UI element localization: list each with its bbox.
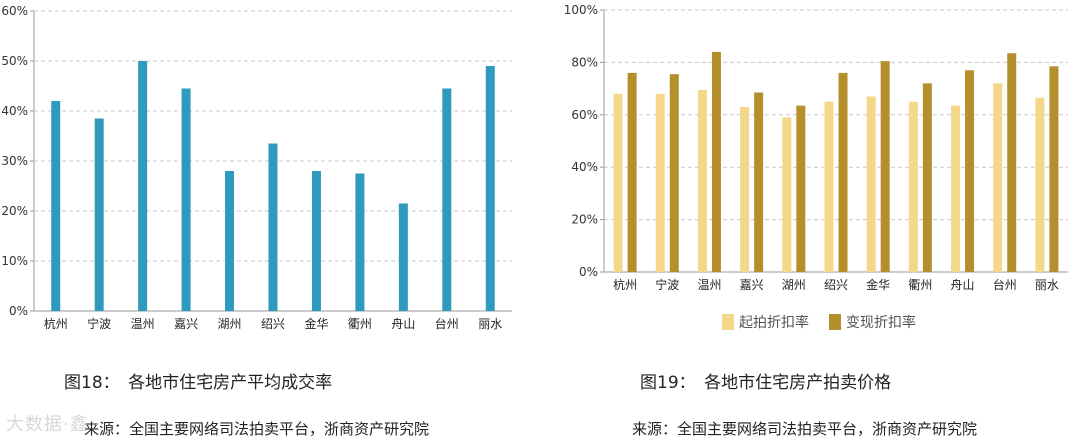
x-tick-label: 衢州 [348, 317, 372, 331]
bar [442, 88, 452, 311]
x-tick-label: 宁波 [655, 277, 679, 292]
bar [908, 101, 918, 272]
x-tick-label: 杭州 [613, 277, 637, 292]
y-tick-label: 30% [1, 154, 28, 168]
x-tick-label: 台州 [435, 316, 459, 331]
x-tick-label: 湖州 [782, 277, 806, 292]
transaction-rate-chart: 0% 10% 20% 30% 40% 50% 60% 杭州 宁波 温州 嘉兴 湖州 绍兴 金华 衢州 舟山 台州… [1, 4, 512, 331]
bar [613, 93, 623, 272]
bar [922, 83, 932, 272]
auction-price-chart: 0% 20% 40% 60% 80% 100% 杭州 宁波 温州 嘉兴 湖州 绍兴 金华 衢州 舟山 台州 丽水… [564, 3, 1068, 331]
bar [51, 101, 61, 311]
bar [355, 173, 365, 311]
bar [866, 96, 876, 273]
bar [311, 171, 321, 311]
bar [225, 171, 235, 311]
legend-swatch [829, 314, 841, 330]
bar [669, 74, 679, 272]
bar [94, 118, 104, 311]
left-figure-title: 图18： 各地市住宅房产平均成交率 [64, 373, 333, 393]
y-tick-label: 10% [1, 254, 28, 268]
x-tick-label: 丽水 [478, 317, 502, 331]
y-tick-label: 20% [1, 204, 28, 218]
x-tick-label: 杭州 [44, 316, 68, 331]
legend-label: 起拍折扣率 [739, 314, 809, 331]
bar [951, 105, 961, 272]
bar [711, 51, 721, 272]
bar [627, 72, 637, 272]
x-tick-label: 嘉兴 [740, 278, 764, 292]
right-figure-title: 图19： 各地市住宅房产拍卖价格 [640, 373, 892, 393]
bar [1035, 97, 1045, 273]
bar [993, 83, 1003, 272]
y-tick-label: 0% [9, 304, 28, 318]
x-tick-label: 丽水 [1035, 278, 1059, 292]
bar [181, 88, 191, 311]
left-source-note: 来源：全国主要网络司法拍卖平台，浙商资产研究院 [84, 420, 430, 438]
x-tick-label: 舟山 [391, 317, 415, 331]
x-tick-label: 温州 [131, 317, 155, 331]
x-tick-label: 宁波 [87, 316, 111, 331]
right-source-note: 来源：全国主要网络司法拍卖平台，浙商资产研究院 [632, 420, 978, 438]
y-tick-label: 100% [564, 3, 598, 17]
y-tick-label: 60% [1, 4, 28, 18]
bar [138, 61, 148, 311]
x-tick-label: 嘉兴 [174, 317, 198, 331]
bar [1049, 66, 1059, 272]
x-tick-label: 台州 [993, 277, 1017, 292]
y-tick-label: 50% [1, 54, 28, 68]
y-tick-label: 80% [571, 55, 598, 69]
x-tick-label: 舟山 [951, 278, 975, 292]
y-tick-label: 40% [1, 104, 28, 118]
bar [697, 89, 707, 272]
x-tick-label: 金华 [304, 316, 328, 331]
bar [880, 61, 890, 273]
x-tick-label: 衢州 [908, 278, 932, 292]
bar [782, 117, 792, 272]
bar [754, 92, 764, 272]
bar [398, 203, 408, 311]
bar [740, 106, 750, 272]
x-tick-label: 温州 [697, 278, 721, 292]
y-tick-label: 60% [571, 108, 598, 122]
bar [965, 70, 975, 272]
x-tick-label: 绍兴 [261, 317, 285, 331]
bar [485, 66, 495, 311]
x-tick-label: 湖州 [218, 316, 242, 331]
watermark-logo: 大数据·鑫 [6, 414, 89, 435]
bar [796, 105, 806, 272]
bar [268, 143, 278, 311]
bar [1007, 53, 1017, 273]
legend-label: 变现折扣率 [846, 314, 916, 331]
x-tick-label: 绍兴 [824, 278, 848, 292]
y-tick-label: 40% [571, 160, 598, 174]
y-tick-label: 0% [579, 265, 598, 279]
bar [838, 72, 848, 272]
legend-swatch [722, 314, 734, 330]
bar [655, 93, 665, 272]
bar [824, 101, 834, 272]
x-tick-label: 金华 [866, 277, 890, 292]
y-tick-label: 20% [571, 213, 598, 227]
